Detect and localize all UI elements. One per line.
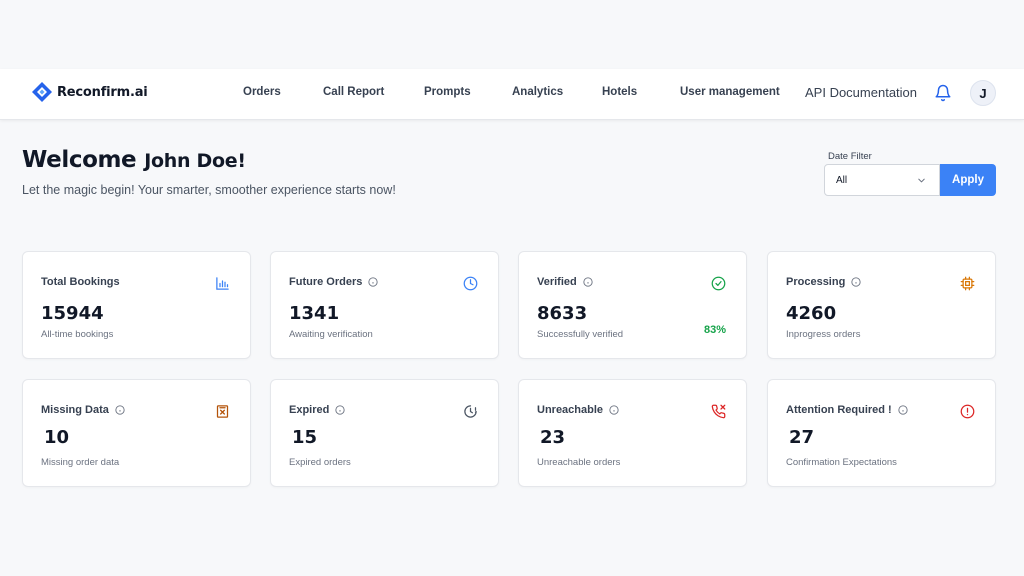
date-filter-label: Date Filter xyxy=(828,151,872,162)
nav-user-management[interactable]: User management xyxy=(680,86,780,98)
card-value: 1341 xyxy=(289,303,340,324)
info-icon[interactable] xyxy=(115,405,125,415)
info-icon[interactable] xyxy=(609,405,619,415)
chevron-down-icon xyxy=(918,178,925,183)
card-description: Inprogress orders xyxy=(786,329,861,340)
clock-alert-icon xyxy=(464,405,477,418)
card-title: Future Orders xyxy=(289,276,378,288)
card-title: Attention Required ! xyxy=(786,404,908,416)
nav-call-report[interactable]: Call Report xyxy=(323,86,385,98)
stat-card-missing-data[interactable]: Missing Data 10 Missing order data xyxy=(22,379,251,487)
stat-card-expired[interactable]: Expired 15 Expired orders xyxy=(270,379,499,487)
card-title: Total Bookings xyxy=(41,276,120,288)
file-x-icon xyxy=(216,405,229,418)
card-title: Verified xyxy=(537,276,593,288)
card-title: Expired xyxy=(289,404,345,416)
info-icon[interactable] xyxy=(368,277,378,287)
nav-prompts[interactable]: Prompts xyxy=(424,86,471,98)
stat-card-verified[interactable]: Verified 8633 Successfully verified 83% xyxy=(518,251,747,359)
cpu-icon xyxy=(960,276,975,291)
top-band xyxy=(0,0,1024,69)
info-icon[interactable] xyxy=(583,277,593,287)
logo-icon xyxy=(32,82,52,102)
nav-orders[interactable]: Orders xyxy=(243,86,281,98)
welcome-subtitle: Let the magic begin! Your smarter, smoot… xyxy=(22,183,396,197)
stat-card-future-orders[interactable]: Future Orders 1341 Awaiting verification xyxy=(270,251,499,359)
card-value: 23 xyxy=(540,427,566,448)
top-navbar: Reconfirm.ai Orders Call Report Prompts … xyxy=(0,69,1024,120)
welcome-word: Welcome xyxy=(22,147,137,173)
verified-percentage: 83% xyxy=(703,324,726,336)
stat-card-unreachable[interactable]: Unreachable 23 Unreachable orders xyxy=(518,379,747,487)
card-value: 8633 xyxy=(537,303,588,324)
card-description: All-time bookings xyxy=(41,329,114,340)
info-icon[interactable] xyxy=(851,277,861,287)
welcome-heading: Welcome John Doe! xyxy=(22,147,246,173)
check-circle-icon xyxy=(711,276,726,291)
card-value: 15 xyxy=(292,427,318,448)
info-icon[interactable] xyxy=(898,405,908,415)
card-description: Successfully verified xyxy=(537,329,624,340)
date-filter-value: All xyxy=(836,174,848,186)
card-value: 15944 xyxy=(41,303,104,324)
info-icon[interactable] xyxy=(335,405,345,415)
stat-card-processing[interactable]: Processing 4260 Inprogress orders xyxy=(767,251,996,359)
alert-circle-icon xyxy=(960,404,975,419)
card-title: Unreachable xyxy=(537,404,619,416)
phone-missed-icon xyxy=(711,404,726,419)
nav-api-documentation[interactable]: API Documentation xyxy=(805,85,918,100)
card-description: Unreachable orders xyxy=(537,457,621,468)
card-description: Missing order data xyxy=(41,457,120,468)
card-description: Expired orders xyxy=(289,457,351,468)
brand-logo[interactable]: Reconfirm.ai xyxy=(31,81,148,103)
card-value: 4260 xyxy=(786,303,837,324)
card-value: 27 xyxy=(789,427,815,448)
card-description: Awaiting verification xyxy=(289,329,373,340)
card-title: Missing Data xyxy=(41,404,125,416)
nav-hotels[interactable]: Hotels xyxy=(602,86,638,98)
card-value: 10 xyxy=(44,427,70,448)
stat-card-total-bookings[interactable]: Total Bookings 15944 All-time bookings xyxy=(22,251,251,359)
bell-icon[interactable] xyxy=(934,84,952,102)
stat-card-attention-required[interactable]: Attention Required ! 27 Confirmation Exp… xyxy=(767,379,996,487)
brand-name: Reconfirm.ai xyxy=(57,84,148,100)
nav-analytics[interactable]: Analytics xyxy=(512,86,564,98)
date-filter-select[interactable]: All xyxy=(824,164,940,196)
clock-icon xyxy=(463,276,478,291)
apply-button[interactable]: Apply xyxy=(940,164,996,196)
avatar[interactable]: J xyxy=(970,80,996,106)
bar-chart-icon xyxy=(216,277,229,290)
card-description: Confirmation Expectations xyxy=(786,457,897,468)
user-name: John Doe! xyxy=(144,150,246,172)
card-title: Processing xyxy=(786,276,861,288)
